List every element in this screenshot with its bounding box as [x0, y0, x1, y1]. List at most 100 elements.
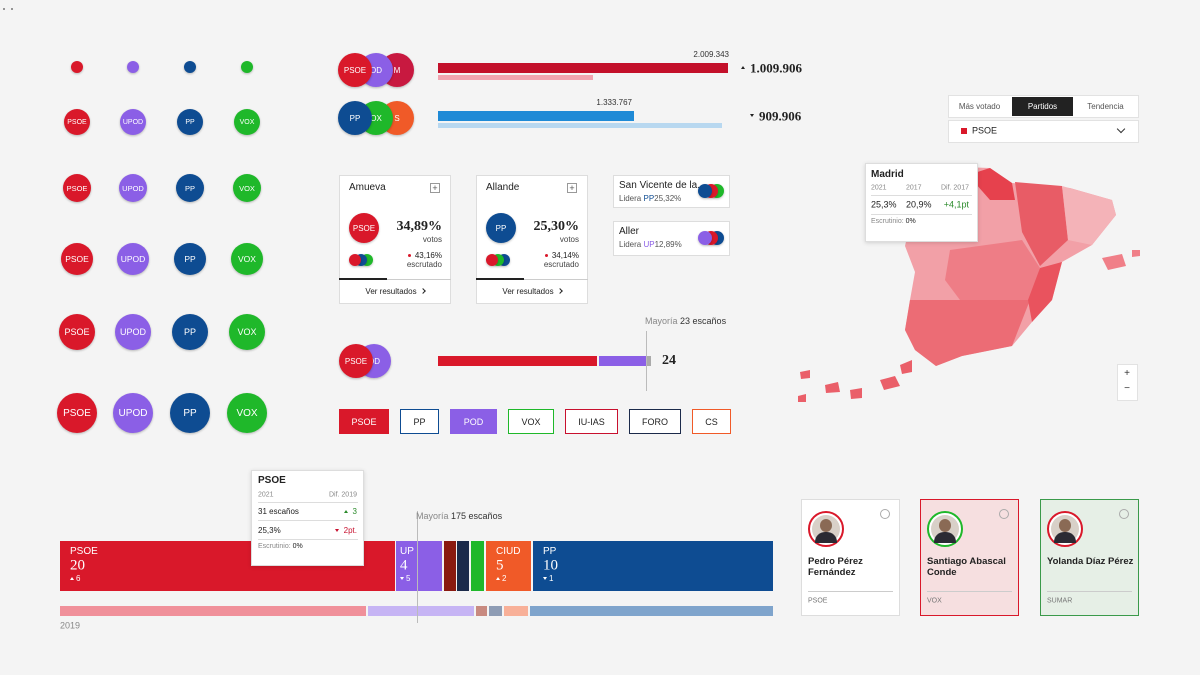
info-icon[interactable]: [1119, 509, 1129, 519]
separator-dot: [11, 7, 13, 10]
tooltip-value: 31 escaños: [258, 507, 299, 516]
seat-count: 24: [662, 353, 676, 368]
majority-label: Mayoría 175 escaños: [416, 511, 502, 521]
map-region: [968, 168, 1015, 200]
previous-seat-segment: [489, 606, 502, 616]
party-button[interactable]: FORO: [629, 409, 681, 434]
divider: [476, 279, 588, 280]
leader-party: PP: [643, 194, 655, 203]
leader-prefix: Lidera: [619, 194, 642, 203]
candidate-name: Yolanda Díaz Pérez: [1047, 556, 1134, 567]
previous-year: 2019: [60, 620, 81, 631]
leader-party: UP: [643, 240, 655, 249]
party-badge: PSOE: [61, 243, 93, 275]
arrow-down: [335, 529, 339, 533]
map-region: [1028, 262, 1062, 322]
info-icon[interactable]: [880, 509, 890, 519]
vote-change: 909.906: [759, 108, 802, 124]
vote-bar: [438, 63, 728, 73]
map-region: [900, 360, 912, 374]
segment-name: CIUD: [496, 546, 521, 557]
vote-percent-label: votos: [559, 235, 579, 244]
scrutiny-label: Escrutinio:: [258, 543, 291, 550]
party-badge: PP: [172, 314, 208, 350]
status-dot: [408, 254, 411, 257]
party-dot: [184, 61, 196, 73]
party-selector[interactable]: [948, 120, 1139, 143]
tooltip-column: 2021: [258, 491, 274, 499]
segment-seats: 20: [70, 557, 85, 574]
segment-change: 1: [549, 574, 554, 583]
seat-segment: [457, 541, 469, 591]
divider: [258, 520, 358, 521]
map-region: [1132, 250, 1140, 257]
tooltip-column: 2021: [871, 184, 887, 192]
seat-segment: [471, 541, 484, 591]
party-button[interactable]: VOX: [508, 409, 554, 434]
seat-segment: [396, 541, 442, 591]
party-badge: PSOE: [57, 393, 97, 433]
arrow-down: [543, 577, 547, 581]
info-icon[interactable]: [999, 509, 1009, 519]
map-region: [798, 394, 806, 402]
vote-total: 1.333.767: [596, 98, 632, 107]
divider: [339, 279, 451, 280]
divider: [258, 539, 358, 540]
seat-tooltip: [251, 470, 364, 566]
tooltip-scrutiny: Escrutinio: 0%: [871, 218, 916, 225]
party-button[interactable]: PSOE: [339, 409, 389, 434]
party-badge: PSOE: [349, 213, 379, 243]
results-link[interactable]: Ver resultados: [502, 287, 554, 296]
majority-value: 23 escaños: [680, 316, 727, 326]
map-tab[interactable]: Partidos: [1012, 97, 1073, 116]
zoom-button[interactable]: −: [1124, 383, 1130, 394]
tooltip-value: 25,3%: [871, 199, 897, 210]
mini-party-dot: [698, 231, 712, 245]
party-button[interactable]: IU-IAS: [565, 409, 618, 434]
previous-vote-bar: [438, 75, 593, 80]
tooltip-change: 2pt.: [343, 526, 357, 535]
party-dot: [127, 61, 139, 73]
map-tab[interactable]: Más votado: [958, 102, 1001, 111]
tooltip-change: 3: [352, 507, 357, 516]
card-title: Amueva: [349, 182, 386, 193]
results-link[interactable]: Ver resultados: [365, 287, 417, 296]
segment-name: UP: [400, 546, 414, 557]
map-tab[interactable]: Tendencia: [1087, 102, 1124, 111]
party-button[interactable]: CS: [692, 409, 731, 434]
previous-seat-segment: [530, 606, 773, 616]
divider: [927, 591, 1012, 592]
party-button[interactable]: PP: [400, 409, 439, 434]
vote-percent: 34,89%: [396, 219, 443, 234]
divider: [871, 195, 972, 196]
vote-change: 1.009.906: [750, 60, 802, 76]
tooltip-column: 2017: [906, 184, 922, 192]
scrutiny-percent: 43,16%: [414, 251, 442, 260]
party-badge: PP: [177, 109, 203, 135]
party-badge: PP: [170, 393, 210, 433]
party-badge: UPOD: [113, 393, 153, 433]
seat-bar: [599, 356, 646, 366]
party-button[interactable]: POD: [450, 409, 497, 434]
segment-name: PSOE: [70, 546, 98, 557]
zoom-button[interactable]: +: [1124, 368, 1130, 379]
zoom-control: [1117, 364, 1138, 401]
divider: [258, 502, 358, 503]
map-region: [1015, 182, 1068, 266]
previous-seat-segment: [368, 606, 474, 616]
card-title: Allande: [486, 182, 520, 193]
candidate-party: VOX: [927, 597, 942, 605]
divider: [871, 214, 972, 215]
previous-seat-segment: [504, 606, 528, 616]
party-badge: PSOE: [339, 344, 373, 378]
tooltip-value: 20,9%: [906, 199, 932, 210]
party-badge: PP: [176, 174, 204, 202]
expand-button[interactable]: +: [567, 183, 577, 193]
map-region: [825, 382, 840, 393]
tooltip-column: Dif. 2019: [328, 491, 357, 499]
map-tooltip: [865, 163, 978, 242]
expand-button[interactable]: +: [430, 183, 440, 193]
map-region: [1062, 186, 1116, 245]
party-badge: VOX: [229, 314, 265, 350]
